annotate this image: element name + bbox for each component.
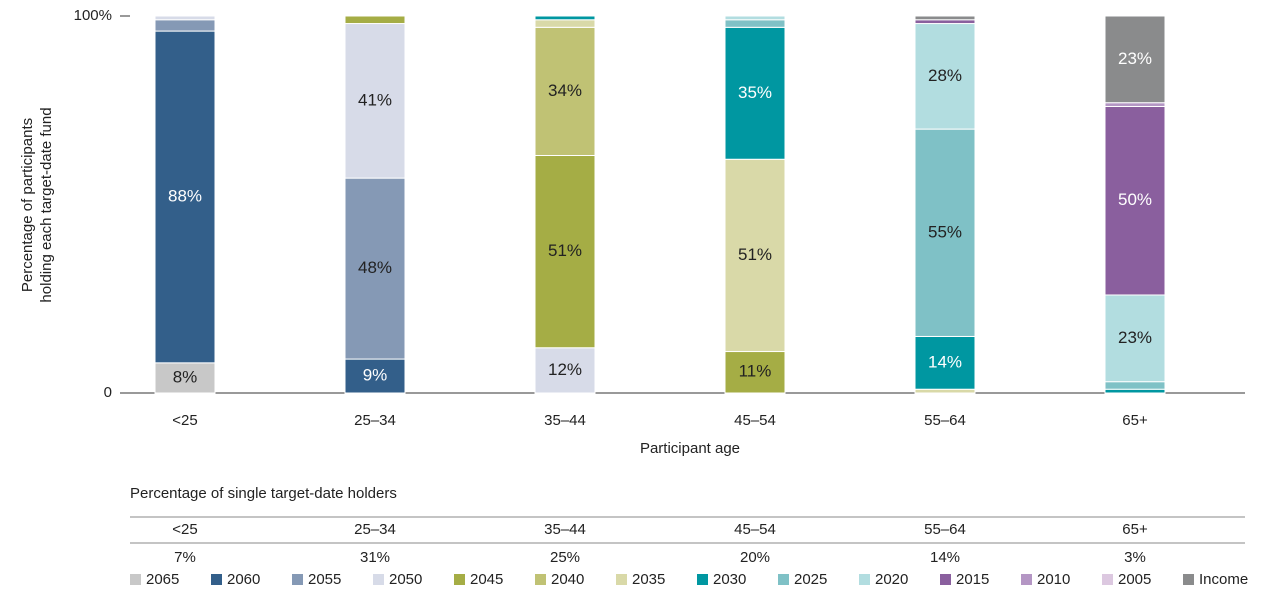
legend-swatch xyxy=(778,574,789,585)
bar-segment xyxy=(1104,388,1166,394)
legend-swatch xyxy=(454,574,465,585)
legend-label: 2045 xyxy=(470,571,503,588)
legend-swatch xyxy=(1183,574,1194,585)
bar-segment xyxy=(154,362,216,394)
x-tick-label: 45–54 xyxy=(734,412,776,429)
table-header: 65+ xyxy=(1122,521,1148,538)
y-axis-label: Percentage of participants xyxy=(19,118,36,292)
bar-segment xyxy=(534,15,596,21)
legend-label: 2060 xyxy=(227,571,260,588)
bar-segment xyxy=(1104,381,1166,390)
x-tick-label: 25–34 xyxy=(354,412,396,429)
value-label: 11% xyxy=(739,362,772,381)
bar-segment xyxy=(154,15,216,21)
bar-segment xyxy=(914,128,976,337)
legend-label: 2055 xyxy=(308,571,341,588)
value-label: 23% xyxy=(1118,49,1152,68)
table-cell: 14% xyxy=(930,549,960,566)
bar-segment xyxy=(914,335,976,390)
legend-label: 2050 xyxy=(389,571,422,588)
legend-label: 2015 xyxy=(956,571,989,588)
table-cell: 25% xyxy=(550,549,580,566)
bar-segment xyxy=(914,15,976,21)
legend-label: 2005 xyxy=(1118,571,1151,588)
value-label: 35% xyxy=(738,83,772,102)
bar-segment xyxy=(724,15,786,21)
value-label: 51% xyxy=(548,241,582,260)
table-header: 25–34 xyxy=(354,521,396,538)
bar-segment xyxy=(154,30,216,364)
legend-label: 2040 xyxy=(551,571,584,588)
table-cell: 31% xyxy=(360,549,390,566)
value-label: 88% xyxy=(168,186,202,205)
bar-segment xyxy=(914,388,976,394)
value-label: 48% xyxy=(358,258,392,277)
table-header: <25 xyxy=(172,521,197,538)
legend-swatch xyxy=(1102,574,1113,585)
legend-swatch xyxy=(292,574,303,585)
value-label: 28% xyxy=(928,66,962,85)
legend-label: Income xyxy=(1199,571,1248,588)
value-label: 50% xyxy=(1118,190,1152,209)
legend-swatch xyxy=(1021,574,1032,585)
legend-swatch xyxy=(211,574,222,585)
value-label: 55% xyxy=(928,222,962,241)
x-tick-label: 35–44 xyxy=(544,412,586,429)
x-axis-label: Participant age xyxy=(640,440,740,457)
bar-segment xyxy=(534,19,596,28)
legend-label: 2030 xyxy=(713,571,746,588)
table-cell: 20% xyxy=(740,549,770,566)
bar-segment xyxy=(1104,294,1166,383)
x-tick-label: <25 xyxy=(172,412,197,429)
table-title: Percentage of single target-date holders xyxy=(130,485,397,502)
value-label: 51% xyxy=(738,245,772,264)
legend-label: 2065 xyxy=(146,571,179,588)
legend-label: 2020 xyxy=(875,571,908,588)
legend-label: 2010 xyxy=(1037,571,1070,588)
value-label: 14% xyxy=(928,352,962,371)
bar-segment xyxy=(724,26,786,160)
legend-swatch xyxy=(130,574,141,585)
table-cell: 7% xyxy=(174,549,196,566)
value-label: 34% xyxy=(548,81,582,100)
bar-segment xyxy=(1104,105,1166,296)
legend-swatch xyxy=(373,574,384,585)
value-label: 12% xyxy=(548,360,582,379)
bar-segment xyxy=(154,19,216,32)
legend-swatch xyxy=(859,574,870,585)
bar-segment xyxy=(724,351,786,394)
bar-segment xyxy=(724,19,786,28)
bar-segment xyxy=(914,23,976,130)
table-cell: 3% xyxy=(1124,549,1146,566)
bar-segment xyxy=(914,19,976,25)
value-label: 41% xyxy=(358,90,392,109)
bar-segment xyxy=(1104,15,1166,104)
legend-swatch xyxy=(616,574,627,585)
bar-segment xyxy=(724,158,786,353)
legend-label: 2025 xyxy=(794,571,827,588)
legend-swatch xyxy=(697,574,708,585)
legend-label: 2035 xyxy=(632,571,665,588)
bar-segment xyxy=(1104,102,1166,107)
value-label: 8% xyxy=(173,367,198,386)
x-tick-label: 65+ xyxy=(1122,412,1148,429)
bar-segment xyxy=(534,154,596,349)
bar-segment xyxy=(534,26,596,156)
value-label: 9% xyxy=(363,366,388,385)
bar-segment xyxy=(344,15,406,25)
value-label: 23% xyxy=(1118,328,1152,347)
y-tick-label: 100% xyxy=(74,7,112,24)
table-header: 35–44 xyxy=(544,521,586,538)
x-tick-label: 55–64 xyxy=(924,412,966,429)
table-header: 45–54 xyxy=(734,521,776,538)
legend-swatch xyxy=(535,574,546,585)
y-tick-label: 0 xyxy=(104,384,112,401)
legend-swatch xyxy=(940,574,951,585)
y-axis-label: holding each target-date fund xyxy=(38,107,55,302)
table-header: 55–64 xyxy=(924,521,966,538)
